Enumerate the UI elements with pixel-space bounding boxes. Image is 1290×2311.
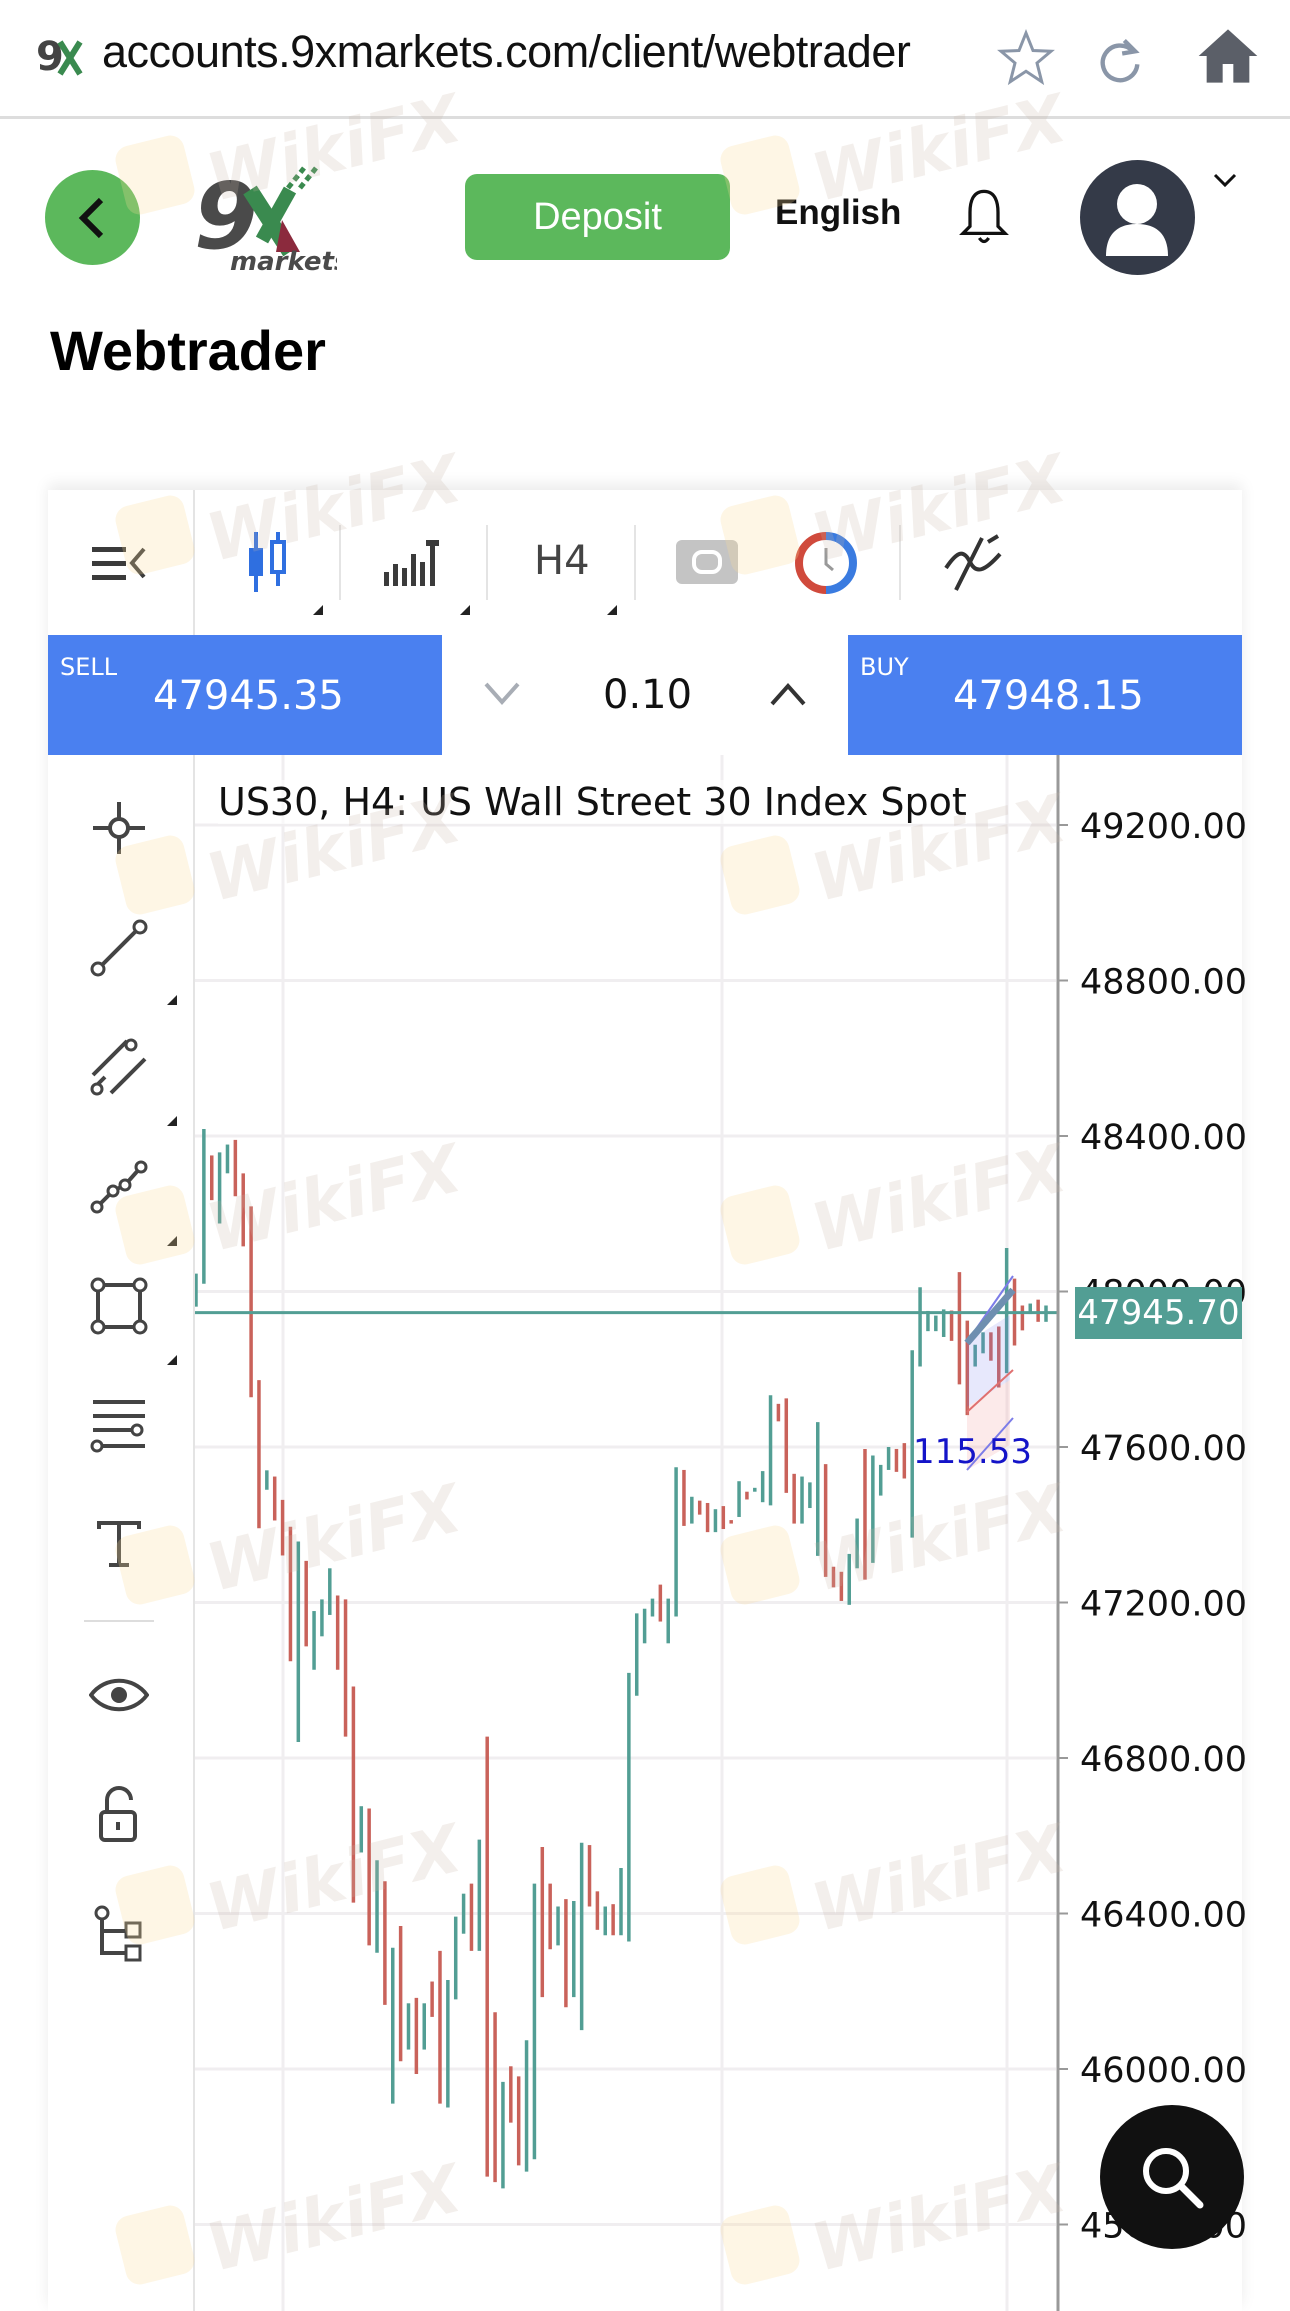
search-button[interactable] [1100, 2105, 1244, 2249]
volume-input[interactable]: 0.10 [603, 672, 693, 718]
home-icon[interactable] [1196, 26, 1260, 86]
parallel-channel-icon[interactable] [89, 1037, 149, 1097]
user-avatar-icon [1106, 184, 1168, 256]
polyline-icon[interactable] [89, 1157, 149, 1217]
back-button[interactable] [45, 170, 140, 265]
candlestick-icon[interactable] [244, 530, 290, 594]
language-selector[interactable]: English [775, 193, 902, 232]
sell-button[interactable]: SELL 47945.35 [48, 635, 442, 755]
timeframe-selector[interactable]: H4 [534, 538, 590, 584]
price-tick-label: 46000.00 [1080, 2051, 1247, 2091]
rectangle-icon[interactable] [89, 1276, 149, 1336]
brand-logo[interactable]: 9 markets [192, 160, 337, 275]
chevron-down-icon[interactable] [1212, 172, 1238, 190]
price-tick-label: 47200.00 [1080, 1585, 1247, 1625]
chart-grid [195, 755, 1056, 2311]
buy-button[interactable]: BUY 47948.15 [848, 635, 1242, 755]
price-tick-label: 48800.00 [1080, 963, 1247, 1003]
channel-line-mid [966, 1369, 1014, 1413]
current-price-label: 47945.70 [1075, 1286, 1242, 1339]
volume-decrease-button[interactable] [482, 680, 522, 708]
chart-title: US30, H4: US Wall Street 30 Index Spot [218, 780, 967, 824]
favicon-9x-icon: 9 [36, 34, 83, 80]
buy-label: BUY [860, 653, 909, 681]
unlock-icon[interactable] [97, 1786, 141, 1846]
user-avatar[interactable] [1080, 160, 1195, 275]
volume-increase-button[interactable] [768, 680, 808, 708]
sell-label: SELL [60, 653, 118, 681]
fib-levels-icon[interactable] [89, 1394, 149, 1454]
channel-fill-upper [967, 1315, 1010, 1407]
back-icon [78, 197, 104, 239]
crosshair-icon[interactable] [89, 798, 149, 858]
price-tick-label: 48400.00 [1080, 1118, 1247, 1158]
bell-icon[interactable] [956, 186, 1012, 248]
trend-line [964, 1287, 1016, 1346]
drawing-price-label: 115.53 [913, 1432, 1032, 1472]
candles [194, 1129, 1058, 2189]
buy-price: 47948.15 [953, 673, 1144, 719]
price-tick-label: 47600.00 [1080, 1429, 1247, 1469]
price-tick-label: 49200.00 [1080, 807, 1247, 847]
svg-text:markets: markets [230, 247, 337, 275]
menu-collapse-icon[interactable] [90, 543, 148, 583]
page-title: Webtrader [50, 319, 326, 382]
trendline-icon[interactable] [89, 918, 149, 978]
object-tree-icon[interactable] [92, 1905, 146, 1965]
star-icon[interactable] [996, 28, 1056, 88]
link-icon[interactable] [676, 540, 738, 584]
channel-line-bottom [966, 1417, 1014, 1471]
browser-url-bar: 9 accounts.9xmarkets.com/client/webtrade… [0, 0, 1290, 119]
chart-drawings [964, 1275, 1016, 1471]
clock-icon[interactable] [795, 532, 857, 594]
search-icon [1143, 2148, 1204, 2209]
sell-price: 47945.35 [153, 673, 344, 719]
indicator-icon[interactable] [942, 532, 1004, 594]
price-axis: 49200.0048800.0048400.0048000.0047600.00… [1058, 807, 1247, 2247]
text-icon[interactable] [89, 1515, 149, 1575]
url-address-field[interactable]: accounts.9xmarkets.com/client/webtrader [102, 26, 911, 77]
reload-icon[interactable] [1094, 34, 1146, 86]
toolbar-divider [84, 1620, 154, 1622]
eye-icon[interactable] [89, 1670, 149, 1720]
price-tick-label: 46800.00 [1080, 1740, 1247, 1780]
bar-chart-icon[interactable] [382, 538, 440, 588]
svg-text:9: 9 [194, 163, 258, 270]
price-tick-label: 46400.00 [1080, 1896, 1247, 1936]
deposit-button[interactable]: Deposit [465, 174, 730, 260]
